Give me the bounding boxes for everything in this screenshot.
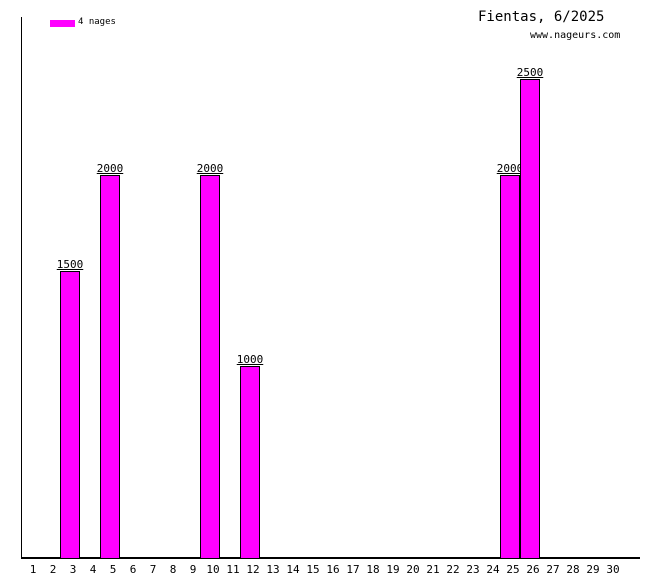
x-tick-label-30: 30 xyxy=(606,563,620,576)
x-tick-label-3: 3 xyxy=(69,563,77,576)
bar-value-label-10: 2000 xyxy=(196,162,224,175)
website-watermark: www.nageurs.com xyxy=(530,30,621,41)
bar-value-label-25: 2000 xyxy=(496,162,524,175)
y-axis-line xyxy=(21,17,22,558)
x-tick-label-7: 7 xyxy=(149,563,157,576)
x-tick-label-26: 26 xyxy=(526,563,540,576)
x-tick-label-1: 1 xyxy=(29,563,37,576)
x-tick-label-15: 15 xyxy=(306,563,320,576)
x-tick-label-16: 16 xyxy=(326,563,340,576)
x-tick-label-19: 19 xyxy=(386,563,400,576)
x-axis-line xyxy=(21,557,640,559)
x-tick-label-25: 25 xyxy=(506,563,520,576)
x-tick-label-21: 21 xyxy=(426,563,440,576)
bar-value-label-3: 1500 xyxy=(56,258,84,271)
x-tick-label-11: 11 xyxy=(226,563,240,576)
x-tick-label-29: 29 xyxy=(586,563,600,576)
x-tick-label-24: 24 xyxy=(486,563,500,576)
x-tick-label-27: 27 xyxy=(546,563,560,576)
bar-value-label-26: 2500 xyxy=(516,66,544,79)
x-tick-label-22: 22 xyxy=(446,563,460,576)
legend-swatch xyxy=(50,20,75,27)
bar-day-25 xyxy=(500,175,520,558)
bar-day-12 xyxy=(240,366,260,558)
x-tick-label-4: 4 xyxy=(89,563,97,576)
x-tick-label-13: 13 xyxy=(266,563,280,576)
x-tick-label-12: 12 xyxy=(246,563,260,576)
x-tick-label-23: 23 xyxy=(466,563,480,576)
bar-day-3 xyxy=(60,271,80,558)
x-tick-label-18: 18 xyxy=(366,563,380,576)
chart-title: Fientas, 6/2025 xyxy=(478,9,605,25)
x-tick-label-28: 28 xyxy=(566,563,580,576)
legend-label: 4 nages xyxy=(78,17,116,27)
bar-value-label-12: 1000 xyxy=(236,353,264,366)
x-tick-label-9: 9 xyxy=(189,563,197,576)
bar-value-label-5: 2000 xyxy=(96,162,124,175)
bar-day-26 xyxy=(520,79,540,558)
x-tick-label-6: 6 xyxy=(129,563,137,576)
x-tick-label-17: 17 xyxy=(346,563,360,576)
x-tick-label-14: 14 xyxy=(286,563,300,576)
x-tick-label-2: 2 xyxy=(49,563,57,576)
x-tick-label-10: 10 xyxy=(206,563,220,576)
x-tick-label-20: 20 xyxy=(406,563,420,576)
x-tick-label-8: 8 xyxy=(169,563,177,576)
bar-day-5 xyxy=(100,175,120,558)
bar-day-10 xyxy=(200,175,220,558)
x-tick-label-5: 5 xyxy=(109,563,117,576)
